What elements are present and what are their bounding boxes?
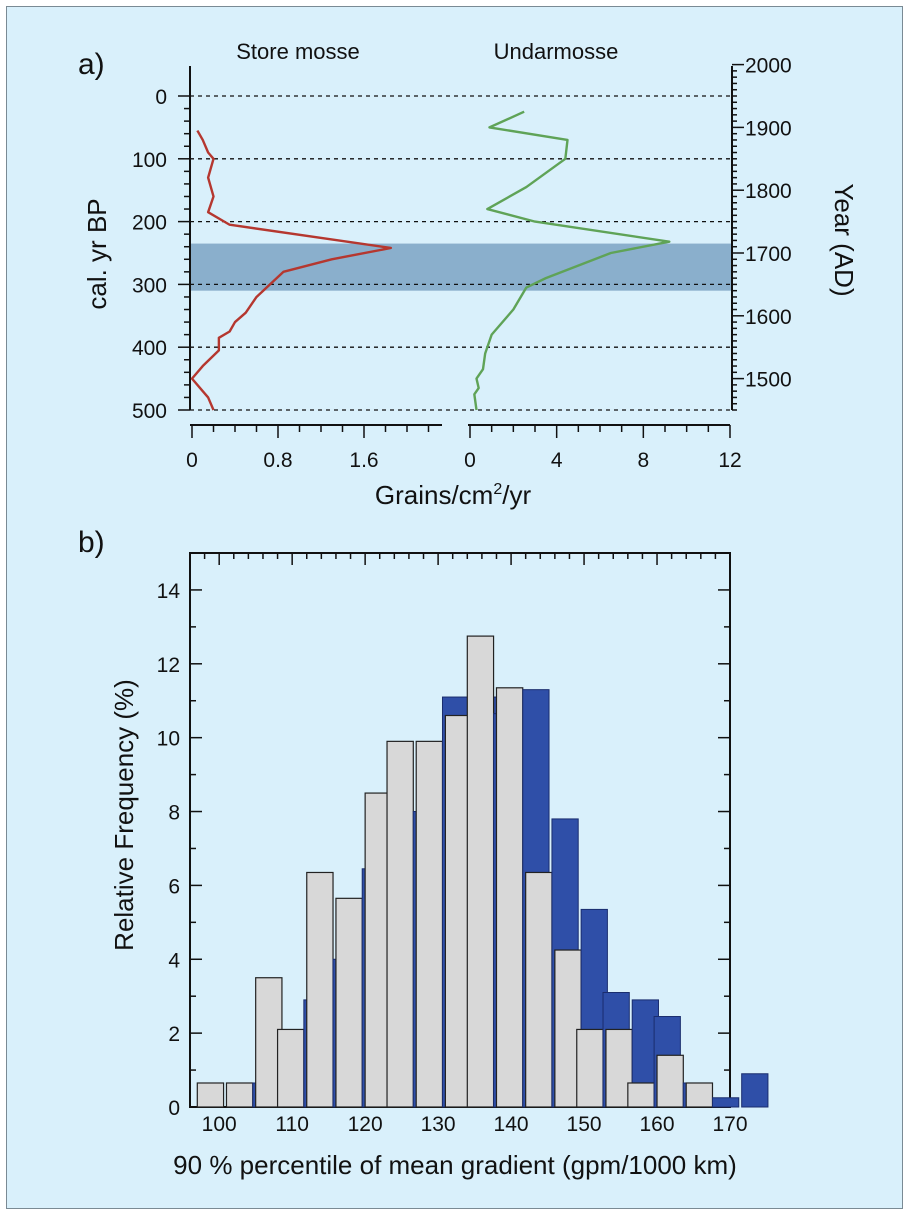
x-tick-label-store-mosse: 1.6 [349,449,378,472]
bar-gray [495,687,524,1108]
x-tick-label-store-mosse: 0 [186,449,198,472]
panel-b-x-axis-title: 90 % percentile of mean gradient (gpm/10… [173,1150,737,1180]
x-axis-title-unit: /yr [502,480,531,510]
x-tick-label-store-mosse: 0.8 [263,449,292,472]
panel-a-y2-axis-title: Year (AD) [829,183,859,296]
series-line-undarmosse [473,110,671,411]
panel-a-label: a) [78,48,105,81]
panel-b-y-tick-label: 8 [168,802,180,825]
x-tick-label-undarmosse: 12 [718,449,741,472]
series-title-undarmosse: Undarmosse [494,39,619,64]
y2-tick-label: 1700 [745,243,792,266]
y-tick-label: 0 [155,86,167,109]
panel-b-y-tick-label: 12 [157,654,180,677]
panel-b-x-tick-label: 110 [275,1113,308,1136]
panel-b-x-tick-label: 160 [640,1113,675,1136]
bar-blue [711,1097,740,1108]
panel-b-y-axis-title: Relative Frequency (%) [109,679,139,951]
y2-tick-label: 1800 [745,180,792,203]
x-tick-label-undarmosse: 8 [637,449,649,472]
panel-b-y-tick-label: 2 [168,1023,180,1046]
bar-gray [276,1028,305,1108]
panel-b-x-tick-label: 140 [494,1113,529,1136]
bar-gray [576,1028,604,1108]
bar-gray [685,1082,714,1108]
y-tick-label: 200 [132,212,167,235]
y-tick-label: 300 [132,274,167,297]
bar-gray [386,740,414,1108]
series-line-store-mosse [190,129,393,411]
highlight-band [190,243,732,291]
y2-tick-label: 1600 [745,306,792,329]
bar-gray [196,1082,225,1108]
panel-b-label: b) [78,526,105,559]
panel-b-y-tick-label: 0 [168,1097,180,1120]
y-tick-label: 500 [132,400,167,423]
bar-gray [335,897,363,1108]
bar-gray [466,635,495,1108]
panel-b-x-tick-label: 130 [421,1113,456,1136]
y-tick-label: 400 [132,337,167,360]
bar-gray [656,1054,684,1108]
panel-b-y-tick-label: 10 [157,728,180,751]
bar-gray [525,871,553,1108]
bar-gray [225,1082,254,1108]
panel-b-x-tick-label: 170 [712,1113,747,1136]
x-axis-title-main: Grains/cm [375,480,493,510]
bar-gray [306,871,334,1108]
bar-gray [627,1082,655,1108]
y-tick-label: 100 [132,149,167,172]
panel-a-y-axis-title: cal. yr BP [82,198,112,309]
y2-tick-label: 2000 [745,55,792,78]
y2-tick-label: 1900 [745,117,792,140]
panel-a-x-axis-title: Grains/cm2/yr [375,480,532,510]
bar-blue [741,1073,769,1108]
x-axis-title-superscript: 2 [493,481,502,498]
x-tick-label-undarmosse: 0 [464,449,476,472]
panel-b-y-tick-label: 6 [168,875,180,898]
bar-gray [415,740,444,1108]
panel-b-x-tick-label: 150 [567,1113,602,1136]
panel-b-y-tick-label: 4 [168,949,180,972]
panel-b-x-tick-label: 120 [348,1113,383,1136]
x-tick-label-undarmosse: 4 [551,449,563,472]
panel-b-y-tick-label: 14 [157,580,181,603]
panel-b-x-tick-label: 100 [202,1113,237,1136]
series-title-store-mosse: Store mosse [236,39,360,64]
y2-tick-label: 1500 [745,369,792,392]
